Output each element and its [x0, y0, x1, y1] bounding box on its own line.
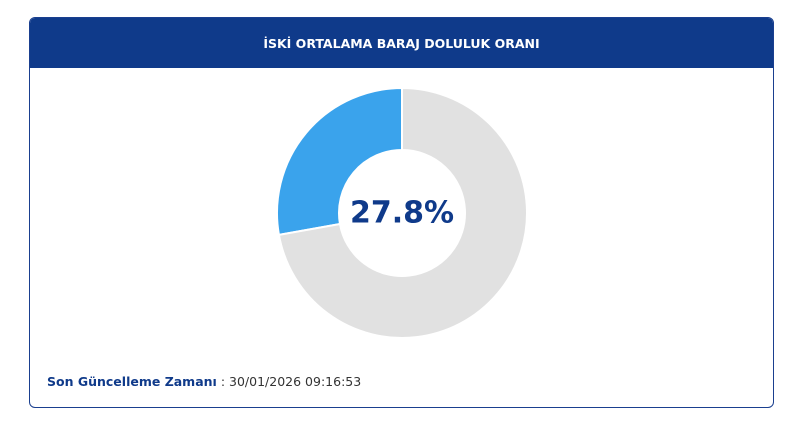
chart-title: İSKİ ORTALAMA BARAJ DOLULUK ORANI [263, 35, 540, 51]
chart: 27.8% [276, 86, 528, 339]
footer: Son Güncelleme Zamanı : 30/01/2026 09:16… [47, 374, 361, 389]
footer-value: 30/01/2026 09:16:53 [229, 374, 362, 389]
footer-label: Son Güncelleme Zamanı [47, 374, 217, 389]
card: İSKİ ORTALAMA BARAJ DOLULUK ORANI 27.8% … [29, 17, 774, 408]
footer-separator: : [220, 374, 226, 389]
donut-slice [276, 86, 403, 237]
card-header: İSKİ ORTALAMA BARAJ DOLULUK ORANI [30, 18, 773, 68]
donut-slice [277, 86, 528, 339]
center-label: 27.8% [350, 196, 454, 231]
